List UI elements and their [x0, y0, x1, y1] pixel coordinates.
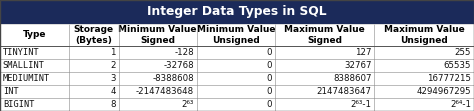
Text: 127: 127: [355, 48, 372, 57]
Bar: [0, 24, 474, 46]
Text: 4294967295: 4294967295: [417, 87, 471, 96]
Text: 2⁶³-1: 2⁶³-1: [351, 100, 372, 109]
Text: SMALLINT: SMALLINT: [3, 61, 45, 70]
Text: 2⁶³: 2⁶³: [182, 100, 194, 109]
Text: BIGINT: BIGINT: [3, 100, 34, 109]
Bar: [0, 85, 474, 98]
Text: 2147483647: 2147483647: [317, 87, 372, 96]
Text: 0: 0: [266, 87, 272, 96]
Text: Integer Data Types in SQL: Integer Data Types in SQL: [147, 5, 327, 18]
Text: 0: 0: [266, 74, 272, 83]
Bar: [0, 59, 474, 72]
Text: 8388607: 8388607: [333, 74, 372, 83]
Text: 4: 4: [110, 87, 116, 96]
Text: 8: 8: [110, 100, 116, 109]
Text: 0: 0: [266, 100, 272, 109]
Bar: [0, 0, 474, 24]
Text: -8388608: -8388608: [152, 74, 194, 83]
Text: -2147483648: -2147483648: [136, 87, 194, 96]
Text: INT: INT: [3, 87, 18, 96]
Text: Storage
(Bytes): Storage (Bytes): [73, 25, 114, 45]
Text: 255: 255: [455, 48, 471, 57]
Text: Minimum Value
Unsigned: Minimum Value Unsigned: [197, 25, 275, 45]
Text: Maximum Value
Signed: Maximum Value Signed: [284, 25, 365, 45]
Text: Maximum Value
Unsigned: Maximum Value Unsigned: [384, 25, 465, 45]
Text: TINYINT: TINYINT: [3, 48, 40, 57]
Text: MEDIUMINT: MEDIUMINT: [3, 74, 50, 83]
Bar: [0, 98, 474, 111]
Bar: [0, 46, 474, 59]
Text: 2⁶⁴-1: 2⁶⁴-1: [450, 100, 471, 109]
Bar: [0, 72, 474, 85]
Text: 16777215: 16777215: [427, 74, 471, 83]
Text: 2: 2: [110, 61, 116, 70]
Text: 3: 3: [110, 74, 116, 83]
Text: Minimum Value
Signed: Minimum Value Signed: [118, 25, 197, 45]
Text: 0: 0: [266, 61, 272, 70]
Text: Type: Type: [23, 30, 46, 39]
Text: 32767: 32767: [344, 61, 372, 70]
Text: 65535: 65535: [444, 61, 471, 70]
Text: -128: -128: [174, 48, 194, 57]
Text: 0: 0: [266, 48, 272, 57]
Text: -32768: -32768: [163, 61, 194, 70]
Text: 1: 1: [110, 48, 116, 57]
